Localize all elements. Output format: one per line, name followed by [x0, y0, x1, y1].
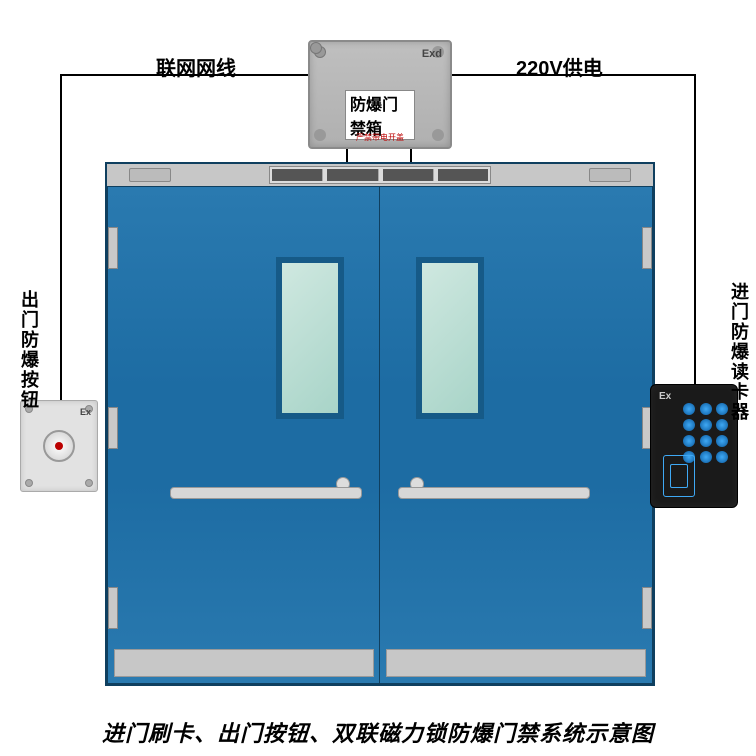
- ex-mark: Ex: [659, 391, 671, 402]
- hinge: [108, 587, 118, 629]
- keypad-key[interactable]: 9: [716, 435, 728, 447]
- keypad-key[interactable]: 5: [700, 419, 712, 431]
- reader-keypad[interactable]: 123456789*0#: [683, 403, 729, 463]
- hinge: [108, 227, 118, 269]
- double-door: [105, 162, 655, 686]
- control-box-warning: 严禁带电开盖: [356, 132, 404, 143]
- exit-button-label: 出门防爆按钮: [16, 290, 42, 410]
- push-bar-left: [170, 487, 362, 499]
- door-closer-right: [589, 168, 631, 182]
- door-leaf-right: [379, 186, 653, 684]
- door-window-left: [276, 257, 344, 419]
- push-bar-right: [398, 487, 590, 499]
- keypad-key[interactable]: 1: [683, 403, 695, 415]
- keypad-key[interactable]: #: [716, 451, 728, 463]
- magnetic-lock: [269, 166, 491, 184]
- exit-button-device: Ex: [20, 400, 98, 492]
- kick-plate-left: [114, 649, 374, 677]
- kick-plate-right: [386, 649, 646, 677]
- keypad-key[interactable]: 2: [700, 403, 712, 415]
- door-header-bar: [107, 164, 653, 187]
- diagram-title: 进门刷卡、出门按钮、双联磁力锁防爆门禁系统示意图: [0, 716, 756, 748]
- exit-button-knob[interactable]: [43, 430, 75, 462]
- exd-mark: Exd: [422, 48, 442, 60]
- card-reader-device: Ex 123456789*0#: [650, 384, 738, 508]
- hinge: [642, 587, 652, 629]
- door-window-right: [416, 257, 484, 419]
- keypad-key[interactable]: 4: [683, 419, 695, 431]
- control-box: Exd 防爆门禁箱 严禁带电开盖: [308, 40, 452, 149]
- hinge: [642, 227, 652, 269]
- keypad-key[interactable]: 0: [700, 451, 712, 463]
- ex-mark: Ex: [80, 407, 91, 417]
- keypad-key[interactable]: 7: [683, 435, 695, 447]
- power-supply-label: 220V供电: [516, 52, 603, 81]
- door-closer-left: [129, 168, 171, 182]
- keypad-key[interactable]: 8: [700, 435, 712, 447]
- network-cable-label: 联网网线: [156, 52, 236, 81]
- hinge: [108, 407, 118, 449]
- card-reader-label: 进门防爆读卡器: [726, 282, 752, 422]
- reader-card-area[interactable]: [663, 455, 695, 497]
- door-leaf-left: [107, 186, 381, 684]
